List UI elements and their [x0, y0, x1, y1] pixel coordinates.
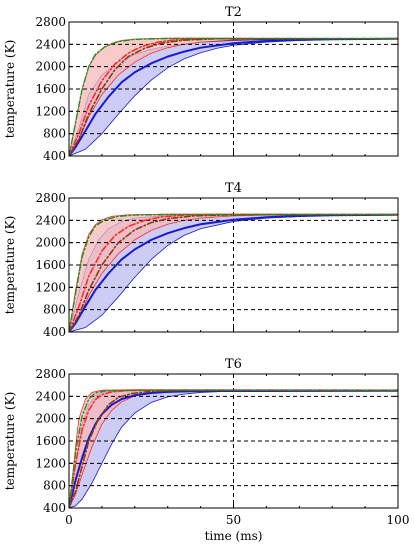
x-tick-label: 50 — [226, 513, 241, 527]
y-tick-label: 400 — [43, 325, 66, 339]
y-axis-label: temperature (K) — [3, 40, 17, 139]
y-tick-label: 2000 — [35, 60, 66, 74]
series-line-green-dashdot — [69, 37, 398, 156]
y-tick-label: 2400 — [35, 37, 66, 51]
y-axis-label: temperature (K) — [3, 392, 17, 491]
red-band-fill — [69, 389, 398, 508]
x-axis-label: time (ms) — [205, 529, 263, 543]
series-line-red-dashdot — [69, 37, 398, 156]
y-tick-label: 2000 — [35, 236, 66, 250]
y-tick-label: 400 — [43, 149, 66, 163]
y-tick-label: 2800 — [35, 191, 66, 205]
chart-panel-t2: 400 800 1200 1600 2000 2400 2800 T2 temperature … — [3, 5, 399, 163]
blue-band-fill — [69, 38, 398, 156]
y-tick-label: 2400 — [35, 389, 66, 403]
chart-panel-t6: 400 800 1200 1600 2000 2400 2800 0 50 100 T6 temper… — [3, 357, 409, 543]
x-tick-label: 100 — [387, 513, 410, 527]
y-tick-label: 1200 — [35, 280, 66, 294]
chart-panel-t4: 400 800 1200 1600 2000 2400 2800 T4 temperature … — [3, 181, 399, 339]
y-tick-label: 2000 — [35, 412, 66, 426]
chart-title: T6 — [225, 357, 242, 372]
y-tick-label: 800 — [43, 127, 66, 141]
series-line-green-dashdot — [69, 389, 398, 508]
series-line-green-dashdot — [69, 213, 398, 332]
y-tick-label: 1600 — [35, 258, 66, 272]
y-tick-label: 800 — [43, 303, 66, 317]
red-band-fill — [69, 214, 398, 332]
series-line-brown-dashdot — [69, 389, 398, 508]
y-tick-label: 800 — [43, 479, 66, 493]
chart-title: T2 — [225, 5, 242, 20]
y-tick-label: 400 — [43, 501, 66, 515]
series-line-brown-dashdot — [69, 213, 398, 332]
y-tick-label: 2800 — [35, 367, 66, 381]
x-tick-label: 0 — [65, 513, 73, 527]
y-tick-label: 2400 — [35, 213, 66, 227]
y-tick-label: 2800 — [35, 15, 66, 29]
y-tick-label: 1600 — [35, 434, 66, 448]
series-line-blue-solid — [69, 37, 398, 156]
y-tick-label: 1200 — [35, 104, 66, 118]
blue-band-fill — [69, 214, 398, 332]
series-line-brown-dashdot — [69, 37, 398, 156]
series-line-blue-solid — [69, 389, 398, 508]
series-line-blue-solid — [69, 213, 398, 332]
y-tick-label: 1200 — [35, 456, 66, 470]
chart-title: T4 — [225, 181, 242, 196]
blue-band-fill — [69, 390, 398, 508]
y-tick-label: 1600 — [35, 82, 66, 96]
y-axis-label: temperature (K) — [3, 216, 17, 315]
